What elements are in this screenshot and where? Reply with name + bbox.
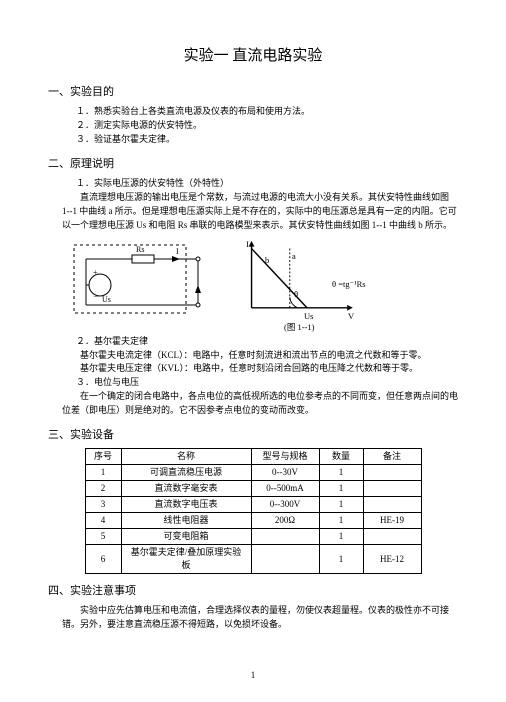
table-cell <box>251 545 319 574</box>
svg-text:+: + <box>93 268 98 277</box>
table-cell: 1 <box>319 529 363 545</box>
section-2-heading: 二、原理说明 <box>48 155 458 171</box>
subheading: ３．电位与电压 <box>76 376 458 390</box>
equipment-table: 序号名称型号与规格数量备注 1可调直流稳压电源0--30V12直流数字毫安表0-… <box>85 448 422 574</box>
curve-label-a: a <box>292 251 296 261</box>
axis-label-us: Us <box>304 311 313 321</box>
subheading: １．实际电压源的伏安特性（外特性） <box>76 177 458 191</box>
paragraph: 基尔霍夫电流定律（KCL）：电路中，任意时刻流进和流出节点的电流之代数和等于零。 <box>62 349 458 363</box>
section-1-heading: 一、实验目的 <box>48 83 458 99</box>
table-cell: 直流数字毫安表 <box>121 481 251 497</box>
paragraph: 直流理想电压源的输出电压是个常数，与流过电源的电流大小没有关系。其伏安特性曲线如… <box>62 191 458 233</box>
table-cell: 1 <box>319 481 363 497</box>
circuit-diagram: + – Us Rs I v <box>72 243 202 321</box>
iv-graph <box>228 239 428 325</box>
paragraph: 实验中应先估算电压和电流值，合理选择仪表的量程，勿使仪表超量程。仪表的极性亦不可… <box>62 604 458 632</box>
table-cell <box>363 465 421 481</box>
theta-equation: θ =tg⁻¹Rs <box>332 279 366 290</box>
table-cell: HE-12 <box>363 545 421 574</box>
paragraph: 基尔霍夫电压定律（KVL）：电路中，任意时刻沿闭合回路的电压降之代数和等于零。 <box>62 362 458 376</box>
page-title: 实验一 直流电路实验 <box>48 44 458 65</box>
table-cell <box>251 529 319 545</box>
table-header: 备注 <box>363 449 421 465</box>
table-cell: 1 <box>319 545 363 574</box>
table-cell: 0--30V <box>251 465 319 481</box>
subheading: ２．基尔霍夫定律 <box>76 335 458 349</box>
table-cell: 直流数字电压表 <box>121 497 251 513</box>
objective-item: ２．测定实际电源的伏安特性。 <box>76 119 458 133</box>
table-row: 5可变电阻箱 1 <box>85 529 421 545</box>
table-cell: 1 <box>85 465 121 481</box>
table-row: 6基尔霍夫定律/叠加原理实验板 1HE-12 <box>85 545 421 574</box>
table-cell <box>363 481 421 497</box>
objective-item: １．熟悉实验台上各类直流电源及仪表的布局和使用方法。 <box>76 105 458 119</box>
table-cell: 0--300V <box>251 497 319 513</box>
table-header: 名称 <box>121 449 251 465</box>
table-cell: 基尔霍夫定律/叠加原理实验板 <box>121 545 251 574</box>
axis-label-i: I <box>246 239 249 249</box>
table-header: 序号 <box>85 449 121 465</box>
table-cell: 可调直流稳压电源 <box>121 465 251 481</box>
axis-label-v: V <box>348 311 354 321</box>
table-cell: 线性电阻器 <box>121 513 251 529</box>
figure-1-1: + – Us Rs I v I a b θ θ =tg⁻¹Rs Us V (图 … <box>72 239 458 331</box>
table-row: 3直流数字电压表0--300V1 <box>85 497 421 513</box>
table-row: 2直流数字毫安表0--500mA1 <box>85 481 421 497</box>
table-row: 4线性电阻器200Ω1HE-19 <box>85 513 421 529</box>
table-row: 1可调直流稳压电源0--30V1 <box>85 465 421 481</box>
table-cell <box>363 497 421 513</box>
table-cell: 1 <box>319 465 363 481</box>
objective-item: ３．验证基尔霍夫定律。 <box>76 133 458 147</box>
table-cell <box>363 529 421 545</box>
section-3-heading: 三、实验设备 <box>48 426 458 442</box>
curve-label-b: b <box>265 255 269 265</box>
label-i: I <box>176 247 179 256</box>
table-cell: 200Ω <box>251 513 319 529</box>
table-cell: 5 <box>85 529 121 545</box>
table-cell: 1 <box>319 513 363 529</box>
table-cell: 可变电阻箱 <box>121 529 251 545</box>
label-rs: Rs <box>136 245 144 254</box>
table-cell: 4 <box>85 513 121 529</box>
table-header: 型号与规格 <box>251 449 319 465</box>
page-number: 1 <box>0 670 506 680</box>
paragraph: 在一个确定的闭合电路中，各点电位的高低视所选的电位参考点的不同而变，但任意两点间… <box>62 390 458 418</box>
table-header: 数量 <box>319 449 363 465</box>
label-us: Us <box>102 295 111 304</box>
theta-label: θ <box>294 289 298 299</box>
table-cell: 0--500mA <box>251 481 319 497</box>
table-cell: 6 <box>85 545 121 574</box>
table-cell: 2 <box>85 481 121 497</box>
table-cell: 1 <box>319 497 363 513</box>
table-cell: 3 <box>85 497 121 513</box>
section-4-heading: 四、实验注意事项 <box>48 582 458 598</box>
figure-caption: (图 1--1) <box>284 321 314 333</box>
table-cell: HE-19 <box>363 513 421 529</box>
